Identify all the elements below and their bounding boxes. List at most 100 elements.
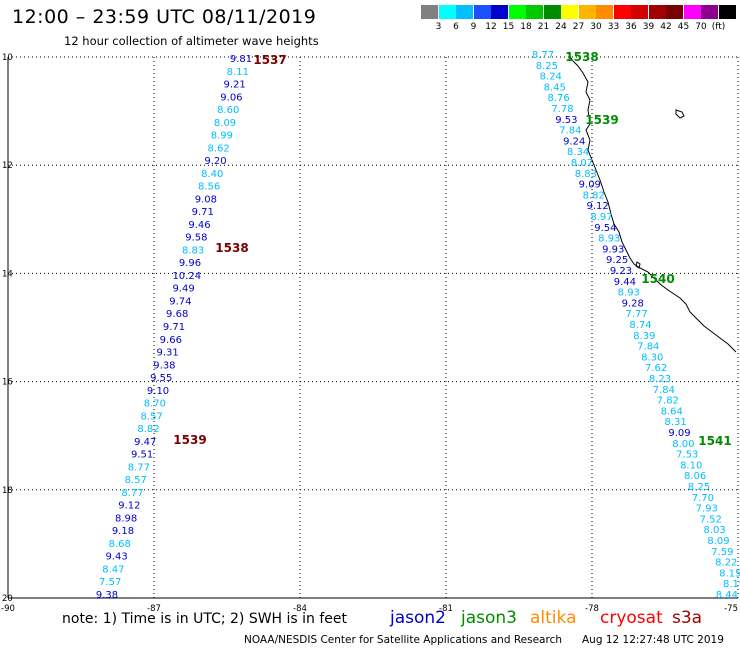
wave-height-value: 7.70 xyxy=(692,493,714,504)
wave-height-value: 8.19 xyxy=(723,579,740,590)
wave-height-value: 8.62 xyxy=(208,143,230,154)
longitude-label: -84 xyxy=(293,604,307,614)
wave-height-value: 8.74 xyxy=(629,320,651,331)
satellite-legend-entry: jason2 xyxy=(390,608,446,628)
color-scale-label: 24 xyxy=(555,22,567,32)
wave-height-value: 8.98 xyxy=(115,513,137,524)
color-scale-label: 39 xyxy=(642,22,655,32)
satellite-legend-entry: cryosat xyxy=(600,608,663,628)
wave-height-value: 8.93 xyxy=(598,234,620,245)
wave-height-value: 7.84 xyxy=(653,385,675,396)
satellite-legend-entry: jason3 xyxy=(461,608,517,628)
coastline xyxy=(567,51,737,353)
wave-height-value: 7.53 xyxy=(676,450,698,461)
wave-height-value: 9.23 xyxy=(610,266,632,277)
wave-height-value: 8.64 xyxy=(661,406,683,417)
color-scale-label: 15 xyxy=(502,22,515,32)
satellite-legend-entry: s3a xyxy=(672,608,703,628)
wave-height-value: 8.39 xyxy=(633,331,655,342)
page-title: 12:00 – 23:59 UTC 08/11/2019 xyxy=(12,6,317,28)
coastline-islet xyxy=(675,109,685,119)
wave-height-value: 9.31 xyxy=(156,348,178,359)
wave-height-value: 8.34 xyxy=(567,147,589,158)
longitude-label: -90 xyxy=(1,604,15,614)
color-swatch xyxy=(473,5,491,19)
wave-height-value: 7.57 xyxy=(99,577,121,588)
wave-height-value: 8.56 xyxy=(198,182,220,193)
pass-time-label: 1540 xyxy=(641,272,674,286)
color-swatch xyxy=(578,5,596,19)
wave-height-value: 9.38 xyxy=(153,360,175,371)
wave-height-value: 7.82 xyxy=(657,396,679,407)
wave-height-value: 8.77 xyxy=(121,488,143,499)
wave-height-value: 8.70 xyxy=(144,399,166,410)
color-scale-label: 21 xyxy=(537,22,550,32)
wave-height-value: 8.82 xyxy=(137,424,159,435)
wave-height-value: 10.24 xyxy=(172,271,201,282)
wave-height-value: 8.06 xyxy=(684,471,706,482)
wave-height-value: 8.83 xyxy=(575,169,597,180)
color-swatch xyxy=(701,5,718,19)
satellite-legend-entry: altika xyxy=(530,608,577,628)
longitude-label: -81 xyxy=(439,604,453,614)
color-swatch xyxy=(648,5,666,19)
altimeter-tracks: 9.81 8.11 9.219.06 8.60 8.09 8.998.62 9.20 8.40… xyxy=(96,50,740,601)
color-swatch xyxy=(456,5,473,19)
wave-height-value: 8.30 xyxy=(641,352,663,363)
pass-time-label: 1538 xyxy=(215,241,248,255)
color-scale-label: 3 xyxy=(435,22,442,32)
pass-time-labels: 1537 1538 1539 1538 1539 1540 1541 xyxy=(173,50,731,448)
color-scale-label: (ft) xyxy=(711,22,726,32)
wave-height-value: 8.44 xyxy=(716,590,738,601)
wave-height-value: 7.84 xyxy=(637,342,659,353)
coastline-islet-2 xyxy=(635,261,641,269)
wave-height-value: 9.49 xyxy=(172,284,194,295)
wave-height-value: 9.47 xyxy=(134,437,156,448)
wave-height-value: 7.78 xyxy=(551,104,573,115)
wave-height-value: 9.12 xyxy=(586,201,608,212)
color-swatch xyxy=(438,5,456,19)
color-scale-label: 36 xyxy=(625,22,637,32)
wave-height-value: 8.00 xyxy=(672,439,694,450)
wave-height-value: 9.28 xyxy=(622,298,644,309)
latitude-label: 12 xyxy=(2,161,13,171)
wave-height-value: 8.99 xyxy=(211,131,233,142)
longitude-label: -75 xyxy=(724,604,738,614)
wave-height-value: 9.74 xyxy=(169,296,191,307)
wave-height-value: 9.93 xyxy=(602,244,624,255)
wave-height-value: 7.93 xyxy=(696,504,718,515)
wave-height-value: 8.10 xyxy=(680,460,702,471)
wave-height-value: 9.44 xyxy=(614,277,636,288)
wave-height-value: 9.09 xyxy=(668,428,690,439)
wave-height-value: 9.71 xyxy=(192,207,214,218)
color-scale-label: 42 xyxy=(660,22,672,32)
wave-height-value: 9.81 xyxy=(230,54,252,65)
wave-height-value: 8.07 xyxy=(571,158,593,169)
wave-height-value: 8.09 xyxy=(214,118,236,129)
color-scale-label: 70 xyxy=(695,22,707,32)
color-swatch xyxy=(683,5,701,19)
pass-time-label: 1541 xyxy=(698,434,731,448)
wave-height-value: 8.15 xyxy=(719,568,740,579)
timestamp-footer: Aug 12 12:27:48 UTC 2019 xyxy=(582,634,724,646)
wave-height-value: 9.08 xyxy=(195,194,217,205)
wave-height-value: 8.09 xyxy=(707,536,729,547)
wave-height-value: 9.18 xyxy=(112,526,134,537)
wave-height-value: 8.77 xyxy=(128,462,150,473)
wave-height-value: 9.53 xyxy=(555,115,577,126)
color-scale-label: 9 xyxy=(470,22,477,32)
wave-height-value: 8.93 xyxy=(618,288,640,299)
wave-height-value: 9.66 xyxy=(160,335,182,346)
color-swatch xyxy=(666,5,683,19)
wave-height-value: 8.83 xyxy=(182,245,204,256)
color-swatch xyxy=(596,5,613,19)
wave-height-value: 8.45 xyxy=(544,82,566,93)
latitude-label: 18 xyxy=(2,486,13,496)
wave-height-value: 9.21 xyxy=(223,80,245,91)
wave-height-value: 9.96 xyxy=(179,258,201,269)
longitude-label: -87 xyxy=(147,604,161,614)
wave-height-value: 9.06 xyxy=(220,92,242,103)
color-swatch xyxy=(561,5,578,19)
color-scale-label: 18 xyxy=(520,22,532,32)
wave-height-value: 8.82 xyxy=(583,190,605,201)
